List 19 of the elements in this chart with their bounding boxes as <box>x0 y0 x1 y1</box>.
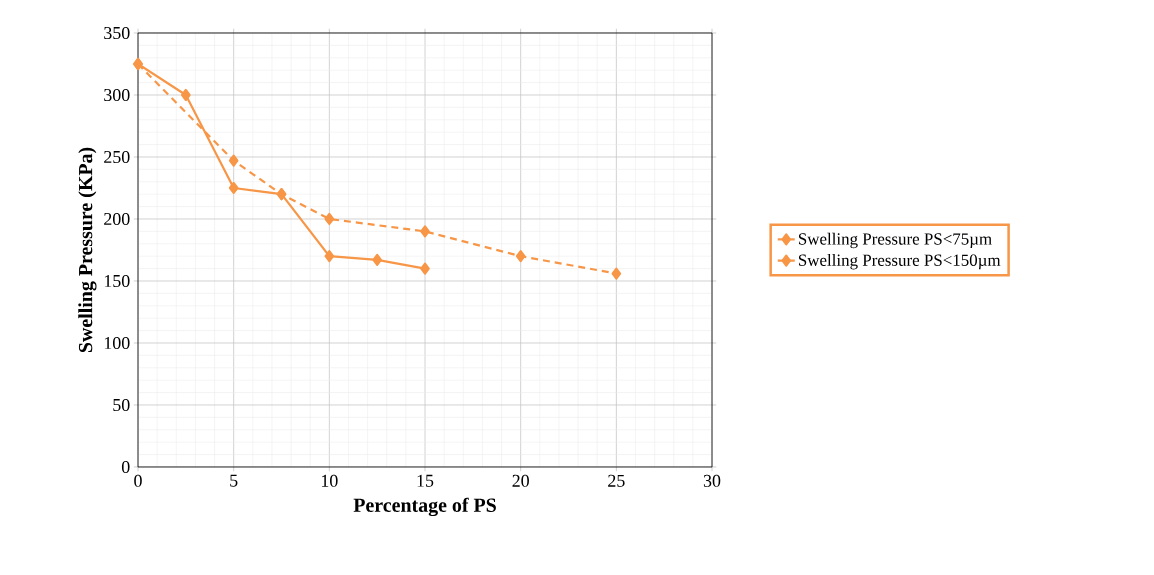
y-tick-label: 350 <box>104 26 130 40</box>
y-tick-label: 0 <box>121 460 130 474</box>
x-tick-label: 5 <box>230 474 238 487</box>
legend-label: Swelling Pressure PS<150µm <box>798 253 1001 270</box>
y-tick-label: 250 <box>104 150 130 164</box>
x-axis-title: Percentage of PS <box>353 497 496 517</box>
legend-label: Swelling Pressure PS<75µm <box>798 232 992 249</box>
y-tick-label: 100 <box>104 336 130 350</box>
y-tick-label: 50 <box>113 398 130 412</box>
x-tick-label: 30 <box>703 474 721 487</box>
x-tick-label: 25 <box>608 474 625 487</box>
y-axis-title: Swelling Pressure (KPa) <box>78 147 97 353</box>
y-tick-label: 150 <box>104 274 130 288</box>
x-tick-label: 10 <box>321 474 338 487</box>
y-tick-label: 200 <box>104 212 130 226</box>
x-tick-label: 15 <box>417 474 434 487</box>
x-tick-label: 20 <box>512 474 529 487</box>
x-tick-label: 0 <box>134 474 142 487</box>
y-tick-label: 300 <box>104 88 130 102</box>
